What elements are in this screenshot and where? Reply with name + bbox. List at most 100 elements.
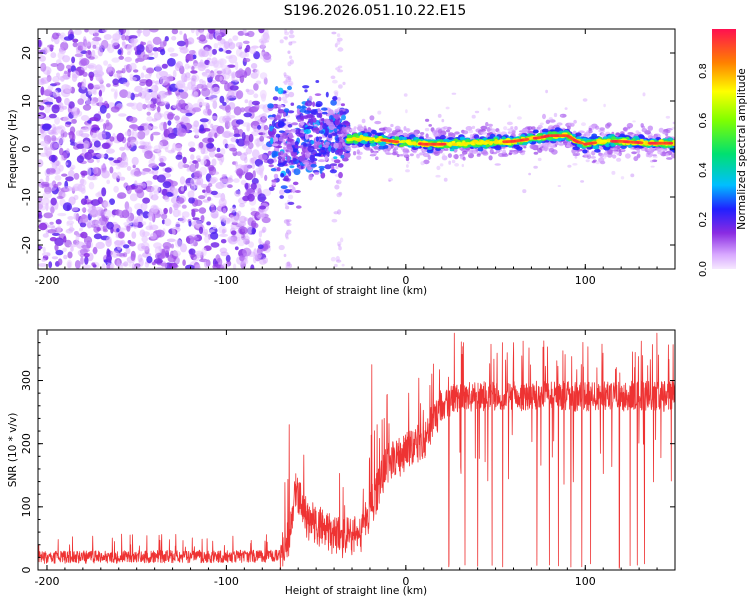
band-core [489, 141, 494, 144]
noise-blob [101, 170, 110, 179]
band-halo [419, 132, 425, 135]
band-halo [407, 161, 410, 164]
signal-blob [313, 141, 321, 146]
band-halo [425, 118, 430, 122]
band-halo [394, 125, 401, 131]
band-core [448, 144, 452, 147]
signal-blob [295, 128, 302, 135]
band-halo [565, 144, 571, 148]
noise-blob [260, 169, 264, 179]
band-halo [512, 151, 518, 155]
noise-blob [142, 211, 150, 219]
noise-blob [261, 243, 269, 251]
noise-blob [144, 150, 153, 160]
signal-blob [334, 119, 340, 126]
band-halo [396, 153, 400, 158]
noise-blob [251, 162, 255, 170]
band-halo [405, 109, 408, 114]
band-halo [406, 128, 411, 132]
signal-blob [287, 123, 293, 128]
noise-blob [96, 153, 106, 159]
signal-blob [303, 143, 307, 147]
signal-blob [339, 110, 344, 116]
noise-blob [71, 118, 77, 124]
band-halo [480, 125, 488, 130]
noise-blob [118, 263, 127, 267]
noise-blob [92, 44, 97, 49]
noise-blob [65, 64, 72, 70]
noise-blob [61, 173, 68, 177]
band-halo [613, 150, 618, 154]
noise-blob [250, 63, 258, 69]
noise-blob [68, 196, 76, 206]
signal-blob [314, 153, 322, 157]
band-core [439, 135, 446, 140]
noise-blob [68, 33, 75, 40]
band-halo [627, 132, 634, 135]
noise-blob [223, 130, 232, 139]
noise-blob [66, 221, 70, 227]
noise-blob [76, 143, 86, 149]
signal-blob [324, 164, 332, 170]
noise-blob [182, 48, 188, 54]
noise-blob [115, 30, 122, 40]
noise-blob [42, 233, 49, 238]
noise-blob [225, 254, 231, 263]
band-core [351, 137, 357, 141]
noise-blob [172, 142, 177, 152]
signal-blob [303, 162, 310, 165]
noise-blob [38, 196, 43, 203]
noise-blob [240, 152, 248, 161]
band-halo [494, 163, 501, 166]
band-core [356, 138, 362, 142]
band-core [470, 141, 475, 145]
band-halo [503, 126, 508, 131]
noise-blob [101, 142, 110, 149]
noise-blob [191, 75, 197, 82]
noise-blob [55, 219, 62, 225]
noise-blob [153, 106, 158, 110]
signal-blob [281, 118, 287, 122]
band-halo [544, 142, 549, 145]
noise-blob [44, 105, 51, 114]
noise-blob [142, 103, 147, 110]
noise-blob [195, 127, 199, 138]
noise-blob [221, 263, 229, 268]
band-core [606, 138, 611, 142]
noise-blob [38, 39, 42, 48]
noise-blob [43, 146, 51, 151]
signal-blob [274, 86, 279, 92]
signal-blob [293, 148, 297, 153]
noise-blob [337, 65, 343, 69]
noise-blob [83, 253, 90, 258]
noise-blob [161, 101, 170, 105]
noise-blob [56, 225, 62, 233]
band-halo [485, 122, 489, 127]
noise-blob [94, 69, 104, 78]
noise-blob [191, 66, 195, 71]
noise-blob [228, 122, 232, 128]
signal-blob [277, 152, 282, 157]
signal-blob [320, 122, 324, 126]
noise-blob [145, 79, 153, 87]
signal-blob [317, 107, 321, 112]
noise-blob [210, 209, 219, 219]
band-halo [405, 169, 410, 173]
noise-blob [75, 233, 80, 243]
signal-blob [286, 155, 291, 163]
band-halo [551, 149, 558, 155]
noise-blob [336, 192, 342, 198]
noise-blob [80, 231, 88, 239]
noise-blob [146, 111, 151, 116]
signal-blob [296, 108, 300, 115]
noise-blob [210, 231, 219, 240]
signal-blob [290, 102, 295, 106]
noise-blob [129, 116, 138, 123]
noise-blob [244, 192, 248, 197]
noise-blob [341, 263, 345, 267]
noise-blob [233, 178, 240, 183]
band-core [459, 136, 466, 140]
noise-blob [156, 174, 166, 183]
noise-blob [241, 131, 246, 141]
noise-blob [209, 176, 218, 183]
